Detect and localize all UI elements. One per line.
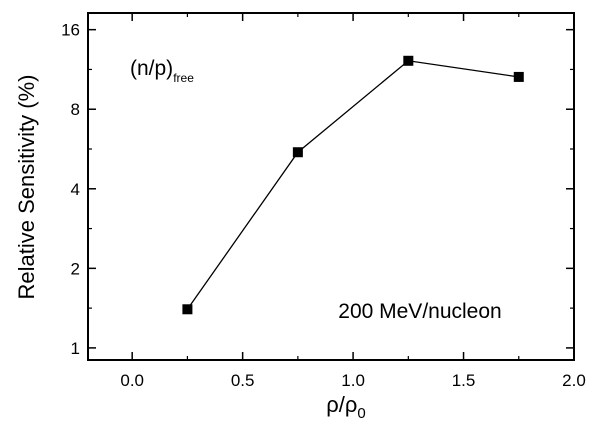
- annotation-energy: 200 MeV/nucleon: [338, 300, 501, 323]
- x-tick-labels: 0.0 0.5 1.0 1.5 2.0: [120, 371, 585, 390]
- data-point: [513, 71, 524, 82]
- y-tick-labels: 1 2 4 8 16: [61, 21, 80, 358]
- plot-frame: [87, 12, 575, 361]
- x-tick-label: 1.5: [452, 371, 476, 390]
- x-tick-label: 0.5: [231, 371, 255, 390]
- y-tick-label: 16: [61, 21, 80, 40]
- series-line: [186, 60, 519, 310]
- y-tick-label: 2: [71, 259, 80, 278]
- series-group: [182, 55, 524, 315]
- x-tick-label: 2.0: [562, 371, 586, 390]
- x-tick-label: 0.0: [120, 371, 144, 390]
- data-point: [182, 304, 193, 315]
- y-tick-label: 4: [71, 180, 80, 199]
- y-tick-label: 8: [71, 100, 80, 119]
- x-axis-title: ρ/ρ0: [326, 392, 366, 422]
- x-tick-label: 1.0: [341, 371, 365, 390]
- data-point: [403, 55, 414, 66]
- data-point: [292, 147, 303, 158]
- y-axis-title: Relative Sensitivity (%): [14, 75, 39, 300]
- annotation-ratio: (n/p)free: [130, 57, 194, 85]
- y-tick-label: 1: [71, 339, 80, 358]
